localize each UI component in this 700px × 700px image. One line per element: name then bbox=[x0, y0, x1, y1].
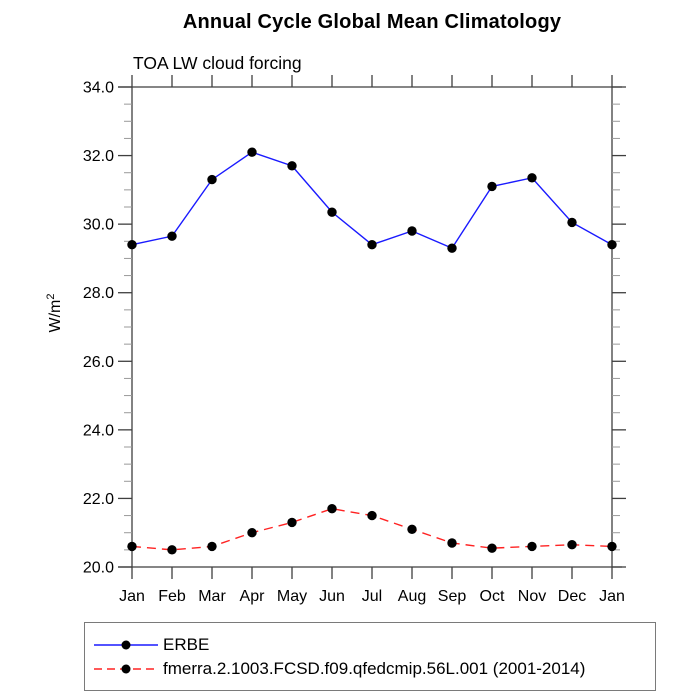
data-point-series-0 bbox=[607, 240, 617, 250]
data-point-series-0 bbox=[127, 240, 137, 250]
legend-item-erbe: ERBE bbox=[93, 634, 655, 654]
x-tick-label: Dec bbox=[558, 588, 586, 605]
x-tick-label: May bbox=[277, 588, 307, 605]
x-tick-label: Jun bbox=[319, 588, 345, 605]
x-tick-label: Oct bbox=[480, 588, 505, 605]
data-point-series-0 bbox=[447, 243, 457, 253]
y-tick-label: 26.0 bbox=[83, 354, 114, 371]
y-tick-label: 22.0 bbox=[83, 491, 114, 508]
chart-subtitle: TOA LW cloud forcing bbox=[133, 53, 302, 73]
data-point-series-1 bbox=[287, 517, 297, 528]
data-point-series-1 bbox=[367, 510, 377, 521]
data-point-series-0 bbox=[567, 217, 577, 228]
data-point-series-0 bbox=[367, 240, 377, 250]
x-tick-label: Jan bbox=[599, 588, 625, 605]
y-tick-label: 30.0 bbox=[83, 217, 114, 234]
data-point-series-0 bbox=[527, 173, 537, 183]
y-tick-label: 32.0 bbox=[83, 148, 114, 165]
data-point-series-0 bbox=[287, 161, 297, 171]
x-tick-label: Jan bbox=[119, 588, 145, 605]
x-tick-label: Nov bbox=[518, 588, 546, 605]
data-point-series-0 bbox=[247, 147, 257, 157]
y-tick-label: 24.0 bbox=[83, 422, 114, 439]
y-tick-label: 20.0 bbox=[83, 560, 114, 577]
x-tick-label: Mar bbox=[198, 588, 226, 605]
data-point-series-0 bbox=[207, 174, 217, 185]
legend: ERBE fmerra.2.1003.FCSD.f09.qfedcmip.56L… bbox=[84, 622, 656, 691]
legend-marker-dot bbox=[121, 640, 131, 649]
data-point-series-1 bbox=[167, 545, 177, 555]
legend-marker-dot bbox=[121, 664, 131, 673]
data-point-series-1 bbox=[607, 541, 617, 552]
legend-line-sample-solid bbox=[94, 640, 158, 649]
data-point-series-1 bbox=[247, 528, 257, 538]
legend-label-erbe: ERBE bbox=[163, 634, 210, 654]
x-tick-label: Aug bbox=[398, 588, 426, 605]
data-point-series-1 bbox=[127, 541, 137, 552]
y-tick-label: 34.0 bbox=[83, 80, 114, 97]
data-point-series-1 bbox=[567, 540, 577, 550]
data-point-series-0 bbox=[167, 231, 177, 241]
data-point-series-0 bbox=[407, 226, 417, 236]
data-point-series-1 bbox=[527, 541, 537, 552]
chart-title: Annual Cycle Global Mean Climatology bbox=[182, 11, 562, 33]
data-point-series-0 bbox=[327, 207, 337, 217]
x-tick-label: Apr bbox=[240, 588, 266, 605]
x-tick-label: Jul bbox=[362, 588, 382, 605]
x-tick-label: Sep bbox=[438, 588, 467, 605]
y-tick-label: 28.0 bbox=[83, 285, 114, 302]
legend-item-fmerra: fmerra.2.1003.FCSD.f09.qfedcmip.56L.001 … bbox=[93, 658, 655, 678]
data-point-series-1 bbox=[207, 541, 217, 552]
data-point-series-1 bbox=[407, 524, 417, 534]
series-line-0 bbox=[131, 151, 613, 250]
data-point-series-1 bbox=[327, 504, 337, 514]
x-tick-label: Feb bbox=[158, 588, 186, 605]
data-point-series-0 bbox=[487, 181, 497, 192]
data-point-series-1 bbox=[447, 538, 457, 548]
legend-line-sample-dashed bbox=[94, 664, 158, 673]
data-point-series-1 bbox=[487, 543, 497, 553]
legend-label-fmerra: fmerra.2.1003.FCSD.f09.qfedcmip.56L.001 … bbox=[163, 658, 586, 678]
